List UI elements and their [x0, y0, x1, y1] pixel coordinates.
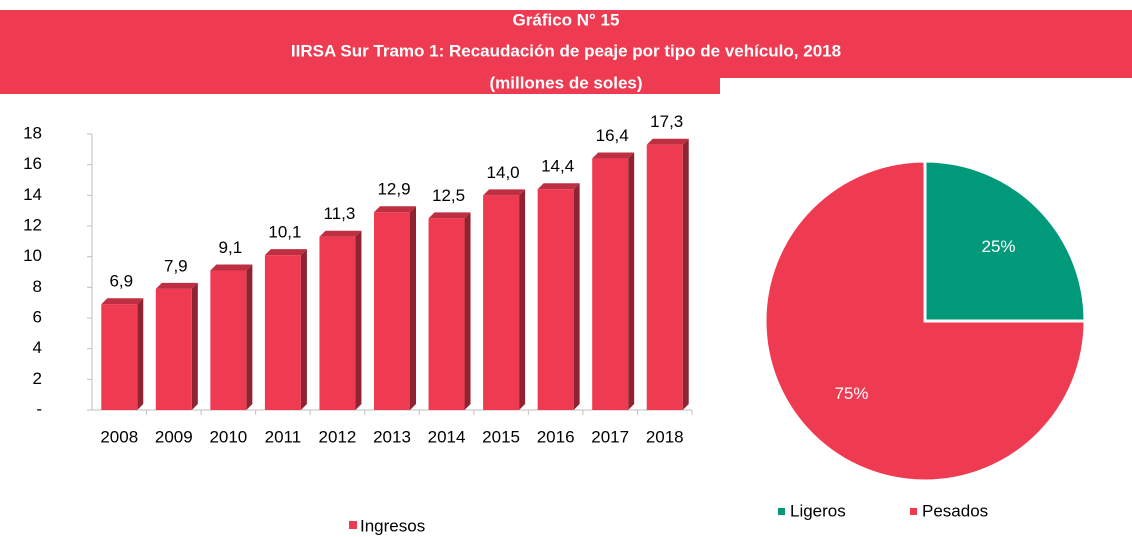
- title: (millones de soles): [489, 73, 642, 92]
- bar: [428, 218, 465, 410]
- bar: [101, 304, 138, 410]
- y-tick-label: 6: [33, 307, 42, 326]
- bar-top: [428, 212, 471, 219]
- bar-side: [573, 183, 580, 410]
- bar: [592, 158, 629, 410]
- data-label: 14,0: [487, 163, 520, 182]
- y-tick-label: 4: [33, 338, 42, 357]
- bar: [264, 255, 301, 410]
- bar-top: [592, 152, 635, 159]
- bar-side: [628, 152, 635, 411]
- legend-label: Ingresos: [360, 516, 425, 535]
- x-tick-label: 2015: [482, 427, 520, 446]
- bar: [537, 189, 574, 410]
- y-tick-label: 14: [23, 185, 42, 204]
- bar-top: [319, 230, 362, 237]
- title-banner: [0, 78, 720, 94]
- y-tick-label: -: [36, 399, 42, 418]
- y-tick-label: 18: [23, 123, 42, 142]
- bar-top: [374, 206, 416, 213]
- x-tick-label: 2009: [155, 427, 193, 446]
- bar-side: [464, 212, 471, 410]
- legend-swatch: [778, 508, 785, 515]
- bar-side: [137, 298, 144, 410]
- data-label: 6,9: [109, 272, 133, 291]
- y-tick-label: 16: [23, 154, 42, 173]
- bar-side: [191, 282, 198, 410]
- x-tick-label: 2017: [591, 427, 629, 446]
- bar-side: [246, 264, 253, 410]
- legend-label: Pesados: [922, 501, 988, 520]
- legend-swatch: [910, 508, 917, 515]
- pie-slice: [763, 159, 1087, 483]
- bar-side: [410, 206, 416, 410]
- title: Gráfico N° 15: [513, 10, 620, 29]
- bar: [210, 270, 247, 410]
- x-tick-label: 2011: [265, 427, 302, 446]
- title: IIRSA Sur Tramo 1: Recaudación de peaje …: [291, 41, 841, 60]
- data-label: 14,4: [541, 157, 574, 176]
- data-label: 75%: [834, 384, 868, 403]
- data-label: 16,4: [596, 126, 629, 145]
- bar: [155, 288, 192, 410]
- y-tick-label: 2: [33, 369, 42, 388]
- x-tick-label: 2012: [319, 427, 357, 446]
- bar-top: [264, 249, 307, 256]
- x-tick-label: 2013: [373, 427, 411, 446]
- data-label: 11,3: [324, 204, 356, 223]
- bar: [483, 195, 520, 410]
- bar-side: [300, 249, 307, 410]
- x-tick-label: 2014: [428, 427, 466, 446]
- bar-top: [155, 282, 198, 289]
- data-label: 10,1: [268, 223, 301, 242]
- y-tick-label: 10: [23, 246, 42, 265]
- data-label: 25%: [982, 237, 1016, 256]
- data-label: 7,9: [164, 256, 188, 275]
- bar-top: [101, 298, 144, 305]
- bar-top: [483, 189, 526, 196]
- y-tick-label: 12: [23, 215, 42, 234]
- bar: [319, 236, 356, 410]
- data-label: 12,5: [432, 186, 465, 205]
- title-banner: [0, 10, 1132, 78]
- bar-top: [646, 138, 689, 145]
- legend-label: Ligeros: [790, 501, 846, 520]
- bar: [374, 212, 410, 410]
- data-label: 17,3: [650, 112, 683, 131]
- bar-side: [355, 230, 362, 410]
- y-tick-label: 8: [33, 277, 42, 296]
- data-label: 12,9: [377, 180, 410, 199]
- bar-top: [210, 264, 253, 271]
- x-tick-label: 2008: [100, 427, 138, 446]
- legend-swatch: [349, 521, 357, 529]
- bar: [646, 144, 683, 410]
- x-tick-label: 2018: [646, 427, 684, 446]
- bar-side: [682, 138, 689, 410]
- pie-slice: [923, 159, 1087, 323]
- x-tick-label: 2010: [209, 427, 247, 446]
- x-tick-label: 2016: [537, 427, 575, 446]
- bar-side: [519, 189, 526, 410]
- data-label: 9,1: [219, 238, 243, 257]
- bar-top: [537, 183, 580, 190]
